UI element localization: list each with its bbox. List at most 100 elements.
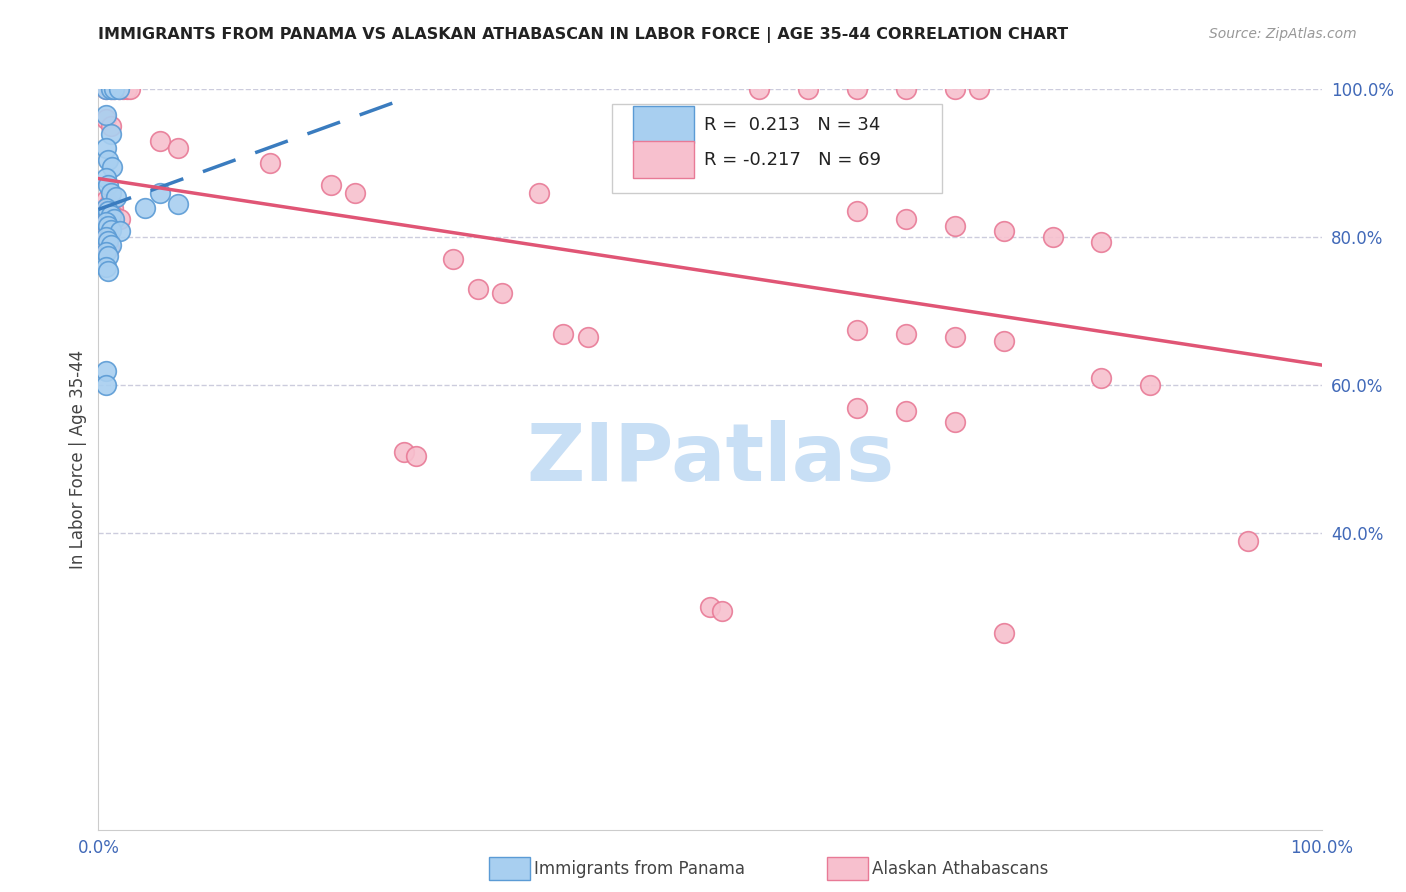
- Point: [94, 204, 117, 219]
- Point: [108, 82, 131, 96]
- Point: [104, 189, 127, 203]
- Point: [94, 112, 117, 126]
- Point: [97, 234, 120, 248]
- Point: [167, 141, 190, 155]
- Point: [134, 201, 156, 215]
- Point: [94, 215, 117, 229]
- Text: ZIPatlas: ZIPatlas: [526, 420, 894, 499]
- Point: [94, 171, 117, 186]
- Point: [576, 330, 599, 344]
- Point: [108, 82, 131, 96]
- Point: [894, 404, 917, 418]
- Point: [1090, 235, 1112, 250]
- Point: [94, 237, 117, 252]
- Point: [993, 626, 1015, 640]
- Point: [797, 82, 820, 96]
- Point: [344, 186, 367, 200]
- Point: [100, 237, 122, 252]
- Point: [392, 445, 416, 459]
- Point: [993, 224, 1015, 238]
- Point: [100, 208, 122, 222]
- Point: [94, 141, 117, 155]
- Point: [115, 82, 138, 96]
- Point: [149, 134, 172, 148]
- Point: [103, 82, 125, 96]
- Point: [699, 600, 721, 615]
- Point: [711, 604, 734, 618]
- Point: [797, 163, 820, 178]
- Point: [94, 230, 117, 244]
- Point: [120, 82, 142, 96]
- Point: [103, 211, 125, 226]
- Point: [967, 82, 990, 96]
- FancyBboxPatch shape: [633, 141, 695, 178]
- FancyBboxPatch shape: [633, 106, 695, 144]
- Point: [943, 416, 966, 430]
- Point: [943, 330, 966, 344]
- Point: [845, 401, 868, 415]
- Point: [894, 82, 917, 96]
- Point: [98, 241, 121, 255]
- Point: [101, 201, 124, 215]
- Point: [103, 82, 125, 96]
- Point: [405, 449, 427, 463]
- Point: [467, 282, 489, 296]
- Point: [167, 197, 190, 211]
- Point: [94, 194, 117, 208]
- Point: [748, 82, 770, 96]
- Point: [894, 211, 917, 226]
- Point: [94, 260, 117, 274]
- Point: [845, 82, 868, 96]
- Point: [97, 249, 120, 263]
- Point: [110, 211, 132, 226]
- Point: [94, 82, 117, 96]
- Point: [94, 82, 117, 96]
- Point: [110, 224, 132, 238]
- Point: [1042, 230, 1064, 244]
- Point: [98, 219, 121, 234]
- Point: [111, 82, 134, 96]
- Point: [894, 326, 917, 341]
- Point: [149, 186, 172, 200]
- Text: R = -0.217   N = 69: R = -0.217 N = 69: [704, 151, 882, 169]
- Point: [100, 186, 122, 200]
- Point: [100, 127, 122, 141]
- Point: [98, 230, 121, 244]
- Point: [100, 82, 122, 96]
- Point: [100, 120, 122, 134]
- Text: Immigrants from Panama: Immigrants from Panama: [534, 860, 745, 878]
- Point: [94, 215, 117, 229]
- Point: [97, 153, 120, 167]
- Point: [993, 334, 1015, 348]
- Point: [1237, 533, 1260, 548]
- Point: [845, 204, 868, 219]
- Point: [100, 82, 122, 96]
- Point: [97, 204, 120, 219]
- Point: [97, 263, 120, 277]
- Point: [101, 160, 124, 174]
- Point: [319, 178, 342, 193]
- Point: [527, 186, 550, 200]
- FancyBboxPatch shape: [612, 104, 942, 193]
- Point: [943, 82, 966, 96]
- Point: [97, 219, 120, 234]
- Point: [94, 108, 117, 122]
- Point: [94, 227, 117, 241]
- Point: [1090, 371, 1112, 385]
- Text: Source: ZipAtlas.com: Source: ZipAtlas.com: [1209, 27, 1357, 41]
- Point: [94, 363, 117, 377]
- Point: [553, 326, 575, 341]
- Point: [98, 197, 121, 211]
- Text: Alaskan Athabascans: Alaskan Athabascans: [872, 860, 1047, 878]
- Point: [259, 156, 281, 170]
- Point: [845, 171, 868, 186]
- Text: R =  0.213   N = 34: R = 0.213 N = 34: [704, 116, 880, 134]
- Point: [94, 201, 117, 215]
- Point: [94, 245, 117, 260]
- Point: [97, 178, 120, 193]
- Point: [101, 208, 124, 222]
- Point: [94, 378, 117, 392]
- Point: [943, 219, 966, 234]
- Y-axis label: In Labor Force | Age 35-44: In Labor Force | Age 35-44: [69, 350, 87, 569]
- Point: [441, 252, 464, 267]
